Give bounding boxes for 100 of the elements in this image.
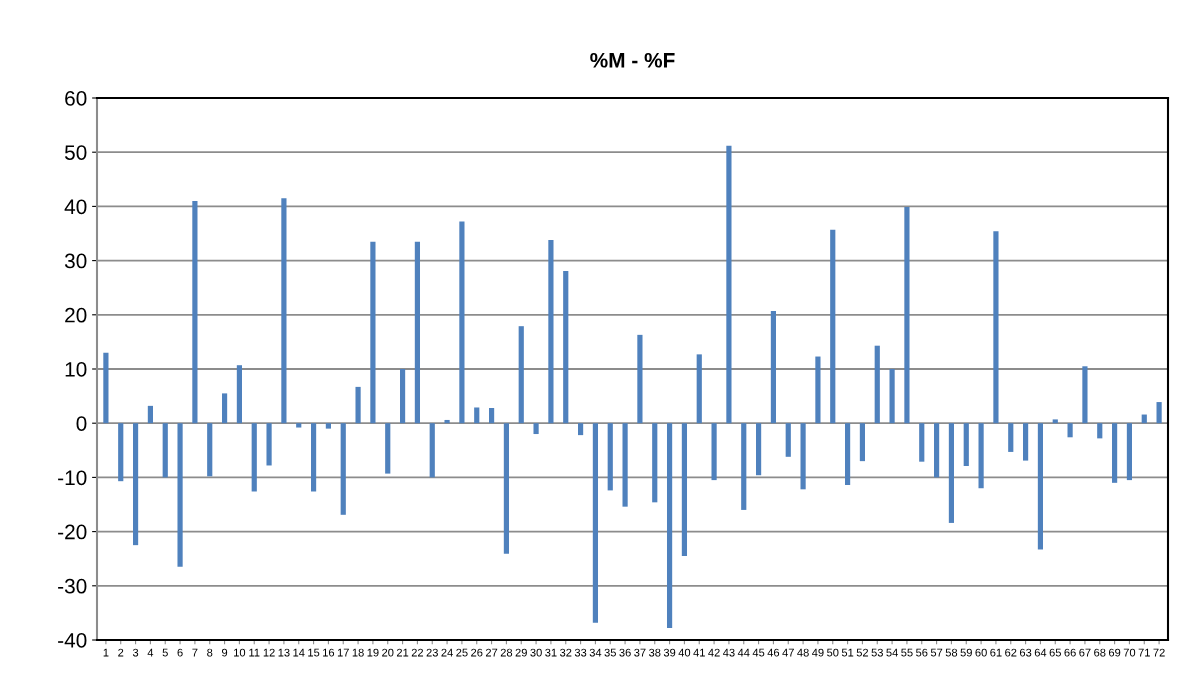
x-tick-label: 54: [886, 648, 898, 657]
x-tick-label: 71: [1138, 648, 1150, 657]
y-tick-label: 40: [64, 199, 87, 215]
bar: [859, 423, 866, 462]
x-tick-label: 20: [382, 648, 394, 657]
bar: [533, 423, 539, 435]
bar: [666, 423, 673, 629]
bar: [399, 369, 406, 424]
x-tick-label: 35: [604, 648, 616, 657]
bar: [414, 241, 421, 424]
x-tick-label: 45: [752, 648, 765, 657]
x-tick-label: 67: [1079, 648, 1091, 657]
x-tick-label: 10: [234, 648, 246, 657]
bar: [251, 423, 257, 492]
bar: [444, 419, 450, 424]
bar: [147, 405, 153, 424]
x-tick-label: 62: [1005, 648, 1017, 657]
bar: [1126, 423, 1133, 481]
bar: [1097, 423, 1103, 439]
x-tick-label: 6: [177, 648, 183, 657]
bar: [785, 423, 791, 457]
y-tick-label: 0: [76, 416, 87, 431]
bar: [310, 423, 317, 492]
x-tick-label: 27: [485, 648, 498, 657]
y-tick-label: 20: [65, 307, 87, 323]
x-tick-label: 19: [367, 648, 379, 657]
bar: [741, 423, 747, 510]
x-tick-label: 34: [589, 648, 602, 657]
bar: [1008, 423, 1014, 452]
x-tick-label: 14: [293, 648, 305, 657]
x-tick-label: 61: [990, 648, 1002, 657]
y-tick-label: -20: [58, 524, 87, 540]
x-tick-label: 32: [559, 648, 572, 657]
bar: [815, 356, 821, 424]
bar: [696, 354, 702, 424]
x-tick-label: 16: [323, 648, 335, 657]
bar: [1067, 423, 1073, 438]
x-tick-label: 1: [103, 648, 109, 657]
bar: [355, 386, 361, 424]
bar: [296, 423, 302, 428]
bar: [978, 423, 984, 489]
x-tick-label: 17: [337, 648, 349, 657]
bar: [711, 423, 717, 481]
x-tick-label: 2: [118, 648, 124, 657]
x-tick-label: 31: [545, 648, 557, 657]
y-tick-label: 30: [64, 253, 87, 269]
x-tick-label: 26: [471, 648, 483, 657]
bar: [1082, 366, 1088, 424]
bar: [934, 423, 940, 478]
x-tick-label: 70: [1123, 648, 1136, 657]
bar: [622, 423, 628, 507]
x-tick-label: 68: [1094, 648, 1106, 657]
x-tick-label: 33: [574, 648, 587, 657]
x-tick-label: 48: [797, 648, 809, 657]
x-tick-label: 4: [147, 648, 154, 657]
x-tick-label: 59: [960, 648, 972, 657]
bar: [236, 365, 242, 424]
y-tick-label: 50: [64, 145, 87, 160]
bar: [325, 423, 331, 429]
bar: [192, 200, 198, 424]
x-tick-label: 11: [249, 648, 260, 657]
bar: [340, 423, 346, 515]
x-tick-label: 72: [1153, 648, 1165, 657]
x-tick-label: 55: [901, 648, 913, 657]
bar: [770, 311, 777, 424]
bar: [488, 408, 495, 424]
x-tick-label: 28: [500, 648, 513, 657]
bar: [592, 423, 599, 623]
x-tick-label: 44: [737, 648, 750, 657]
x-tick-label: 7: [192, 648, 198, 657]
bar: [563, 270, 569, 424]
bar: [177, 423, 183, 567]
x-tick-label: 43: [723, 648, 735, 657]
bar: [681, 423, 688, 556]
x-tick-label: 25: [456, 648, 468, 657]
bar: [370, 241, 376, 424]
x-tick-label: 8: [207, 648, 213, 657]
bar: [889, 369, 895, 424]
x-tick-label: 3: [132, 648, 139, 657]
bar: [755, 423, 762, 476]
x-tick-label: 60: [975, 648, 987, 657]
bar: [548, 240, 554, 424]
x-tick-label: 5: [162, 648, 168, 657]
bar: [963, 423, 969, 467]
x-tick-label: 12: [263, 648, 275, 657]
bar: [266, 423, 272, 466]
x-tick-label: 29: [515, 648, 527, 657]
bar: [207, 423, 213, 477]
bar: [1052, 419, 1058, 424]
bar: [577, 423, 584, 436]
bar: [652, 423, 658, 503]
bar: [429, 423, 435, 478]
bar: [948, 423, 955, 523]
y-tick-label: -40: [58, 633, 87, 648]
x-tick-label: 37: [634, 648, 646, 657]
x-tick-label: 23: [426, 648, 438, 657]
bar: [637, 334, 643, 424]
bar: [830, 229, 836, 424]
y-tick-label: 60: [65, 91, 87, 106]
bar: [726, 145, 732, 424]
